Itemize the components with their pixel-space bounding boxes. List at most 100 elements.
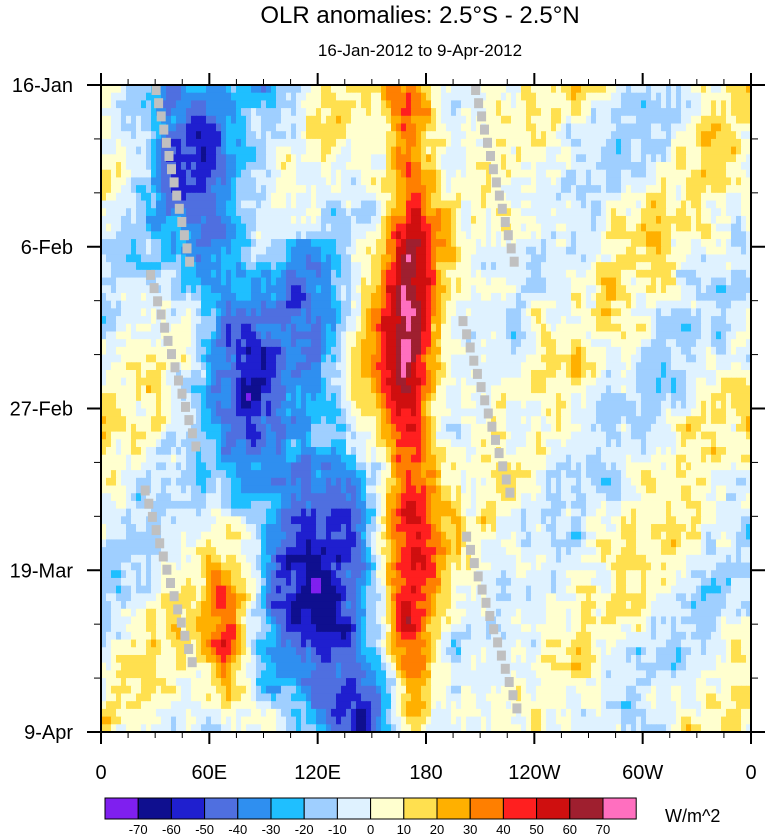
heatmap-cell xyxy=(106,354,112,363)
heatmap-cell xyxy=(301,269,307,279)
heatmap-cell xyxy=(391,177,397,186)
heatmap-cell xyxy=(686,369,692,379)
heatmap-cell xyxy=(671,162,677,171)
heatmap-cell xyxy=(696,277,702,286)
heatmap-cell xyxy=(466,208,472,217)
heatmap-cell xyxy=(481,316,487,325)
heatmap-cell xyxy=(226,131,232,140)
heatmap-cell xyxy=(701,346,707,356)
heatmap-cell xyxy=(351,131,357,140)
heatmap-cell xyxy=(261,308,267,317)
heatmap-cell xyxy=(266,285,272,294)
heatmap-cell xyxy=(296,215,302,225)
heatmap-cell xyxy=(331,285,337,294)
heatmap-cell xyxy=(471,323,477,333)
heatmap-cell xyxy=(546,223,552,232)
heatmap-cell xyxy=(496,246,502,256)
heatmap-cell xyxy=(521,300,527,309)
heatmap-cell xyxy=(426,200,432,209)
heatmap-cell xyxy=(331,92,337,101)
heatmap-cell xyxy=(236,377,242,386)
heatmap-cell xyxy=(606,362,612,371)
heatmap-cell xyxy=(196,192,202,202)
heatmap-cell xyxy=(636,192,642,202)
heatmap-cell xyxy=(221,362,227,371)
heatmap-cell xyxy=(366,369,372,379)
heatmap-cell xyxy=(396,192,402,202)
heatmap-cell xyxy=(691,200,697,209)
heatmap-cell xyxy=(511,177,517,186)
heatmap-cell xyxy=(451,369,457,379)
heatmap-cell xyxy=(596,300,602,309)
heatmap-cell xyxy=(146,239,152,248)
heatmap-cell xyxy=(606,192,612,202)
heatmap-cell xyxy=(571,85,577,94)
heatmap-cell xyxy=(381,185,387,194)
heatmap-cell xyxy=(211,262,217,271)
heatmap-cell xyxy=(516,131,522,140)
heatmap-cell xyxy=(311,208,317,217)
heatmap-cell xyxy=(361,277,367,286)
heatmap-cell xyxy=(121,316,127,325)
heatmap-cell xyxy=(541,316,547,325)
heatmap-cell xyxy=(181,354,187,363)
heatmap-cell xyxy=(191,377,197,386)
heatmap-cell xyxy=(681,162,687,171)
heatmap-cell xyxy=(356,192,362,202)
heatmap-cell xyxy=(696,92,702,101)
heatmap-cell xyxy=(126,154,132,163)
heatmap-cell xyxy=(231,269,237,279)
heatmap-cell xyxy=(631,323,637,333)
heatmap-cell xyxy=(721,108,727,117)
heatmap-cell xyxy=(591,285,597,294)
heatmap-cell xyxy=(306,154,312,163)
heatmap-cell xyxy=(131,308,137,317)
heatmap-cell xyxy=(576,331,582,340)
heatmap-cell xyxy=(176,92,182,101)
heatmap-cell xyxy=(226,138,232,148)
heatmap-cell xyxy=(396,138,402,148)
heatmap-cell xyxy=(526,200,532,209)
heatmap-cell xyxy=(416,292,422,302)
heatmap-cell xyxy=(561,85,567,94)
heatmap-cell xyxy=(641,308,647,317)
heatmap-cell xyxy=(501,246,507,256)
heatmap-cell xyxy=(256,246,262,256)
heatmap-cell xyxy=(556,339,562,348)
heatmap-cell xyxy=(226,239,232,248)
heatmap-cell xyxy=(466,115,472,125)
heatmap-cell xyxy=(741,277,747,286)
heatmap-cell xyxy=(521,231,527,240)
heatmap-cell xyxy=(391,208,397,217)
heatmap-cell xyxy=(331,369,337,379)
heatmap-cell xyxy=(236,215,242,225)
heatmap-cell xyxy=(456,239,462,248)
heatmap-cell xyxy=(376,362,382,371)
heatmap-cell xyxy=(691,108,697,117)
heatmap-cell xyxy=(436,346,442,356)
heatmap-cell xyxy=(506,92,512,101)
heatmap-cell xyxy=(166,362,172,371)
heatmap-cell xyxy=(436,146,442,155)
heatmap-cell xyxy=(571,200,577,209)
heatmap-cell xyxy=(266,254,272,263)
heatmap-cell xyxy=(426,108,432,117)
heatmap-cell xyxy=(626,231,632,240)
heatmap-cell xyxy=(516,169,522,179)
heatmap-cell xyxy=(176,300,182,309)
heatmap-cell xyxy=(126,254,132,263)
heatmap-cell xyxy=(561,123,567,132)
heatmap-cell xyxy=(351,246,357,256)
heatmap-cell xyxy=(691,277,697,286)
heatmap-cell xyxy=(421,115,427,125)
heatmap-cell xyxy=(266,215,272,225)
heatmap-cell xyxy=(251,269,257,279)
heatmap-cell xyxy=(526,308,532,317)
heatmap-cell xyxy=(406,285,412,294)
heatmap-cell xyxy=(671,131,677,140)
heatmap-cell xyxy=(551,185,557,194)
heatmap-cell xyxy=(211,115,217,125)
heatmap-cell xyxy=(211,308,217,317)
heatmap-cell xyxy=(281,369,287,379)
heatmap-cell xyxy=(696,323,702,333)
